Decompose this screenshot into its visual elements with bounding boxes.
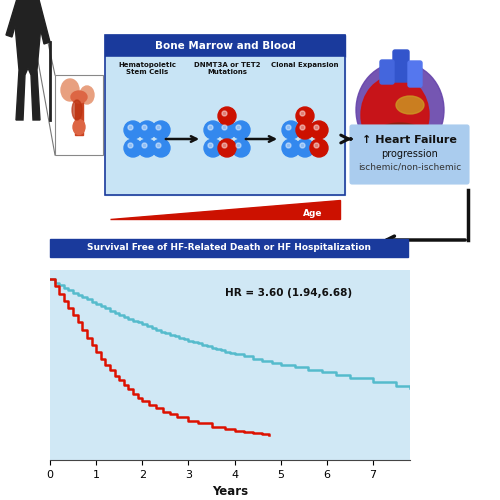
Circle shape	[222, 125, 227, 130]
Circle shape	[282, 121, 300, 139]
Circle shape	[128, 125, 133, 130]
Ellipse shape	[396, 96, 424, 114]
Circle shape	[296, 107, 314, 125]
Text: Age: Age	[302, 208, 322, 218]
FancyBboxPatch shape	[380, 60, 394, 84]
Circle shape	[300, 143, 305, 148]
Circle shape	[314, 125, 319, 130]
Circle shape	[282, 139, 300, 157]
Circle shape	[204, 121, 222, 139]
Ellipse shape	[71, 91, 87, 103]
Circle shape	[232, 121, 250, 139]
Circle shape	[286, 143, 291, 148]
Text: ischemic/non-ischemic: ischemic/non-ischemic	[358, 162, 461, 172]
Circle shape	[156, 143, 161, 148]
Circle shape	[138, 139, 156, 157]
Circle shape	[310, 121, 328, 139]
Text: progression: progression	[381, 149, 438, 159]
Circle shape	[124, 121, 142, 139]
Polygon shape	[110, 200, 340, 219]
X-axis label: Years: Years	[212, 486, 248, 498]
Bar	[55, 75, 103, 155]
FancyBboxPatch shape	[350, 125, 469, 184]
FancyBboxPatch shape	[408, 61, 422, 87]
Circle shape	[208, 125, 213, 130]
Circle shape	[236, 143, 241, 148]
Text: Bone Marrow and Blood: Bone Marrow and Blood	[154, 41, 296, 51]
Circle shape	[310, 139, 328, 157]
Ellipse shape	[361, 76, 429, 154]
Circle shape	[142, 125, 147, 130]
Circle shape	[204, 139, 222, 157]
Text: Clonal Expansion: Clonal Expansion	[271, 62, 339, 68]
Ellipse shape	[61, 79, 79, 101]
Circle shape	[300, 125, 305, 130]
Text: ↑ Heart Failure: ↑ Heart Failure	[362, 135, 457, 145]
Circle shape	[138, 121, 156, 139]
Circle shape	[296, 121, 314, 139]
Circle shape	[232, 139, 250, 157]
Circle shape	[128, 143, 133, 148]
Ellipse shape	[372, 123, 428, 153]
Ellipse shape	[356, 62, 444, 158]
Circle shape	[124, 139, 142, 157]
Circle shape	[218, 139, 236, 157]
Bar	[105, 35, 345, 57]
Circle shape	[296, 139, 314, 157]
Circle shape	[152, 139, 170, 157]
Circle shape	[142, 143, 147, 148]
Ellipse shape	[80, 86, 94, 104]
Text: Survival Free of HF-Related Death or HF Hospitalization: Survival Free of HF-Related Death or HF …	[87, 244, 371, 252]
Bar	[75, 93, 83, 135]
Circle shape	[208, 143, 213, 148]
Circle shape	[222, 143, 227, 148]
Text: DNMT3A or TET2
Mutations: DNMT3A or TET2 Mutations	[194, 62, 260, 75]
Bar	[105, 57, 345, 195]
Bar	[55, 75, 103, 155]
Circle shape	[314, 143, 319, 148]
FancyBboxPatch shape	[393, 50, 409, 82]
Polygon shape	[33, 0, 50, 44]
Ellipse shape	[72, 100, 82, 120]
Bar	[105, 35, 345, 195]
Circle shape	[300, 111, 305, 116]
Circle shape	[218, 107, 236, 125]
Circle shape	[222, 111, 227, 116]
Polygon shape	[6, 0, 23, 37]
Circle shape	[286, 125, 291, 130]
Text: Hematopoietic
Stem Cells: Hematopoietic Stem Cells	[118, 62, 176, 75]
Ellipse shape	[73, 120, 85, 134]
Circle shape	[152, 121, 170, 139]
Circle shape	[218, 121, 236, 139]
Bar	[50, 239, 408, 257]
Text: HR = 3.60 (1.94,6.68): HR = 3.60 (1.94,6.68)	[226, 288, 352, 298]
Circle shape	[156, 125, 161, 130]
Polygon shape	[15, 0, 41, 120]
Circle shape	[236, 125, 241, 130]
